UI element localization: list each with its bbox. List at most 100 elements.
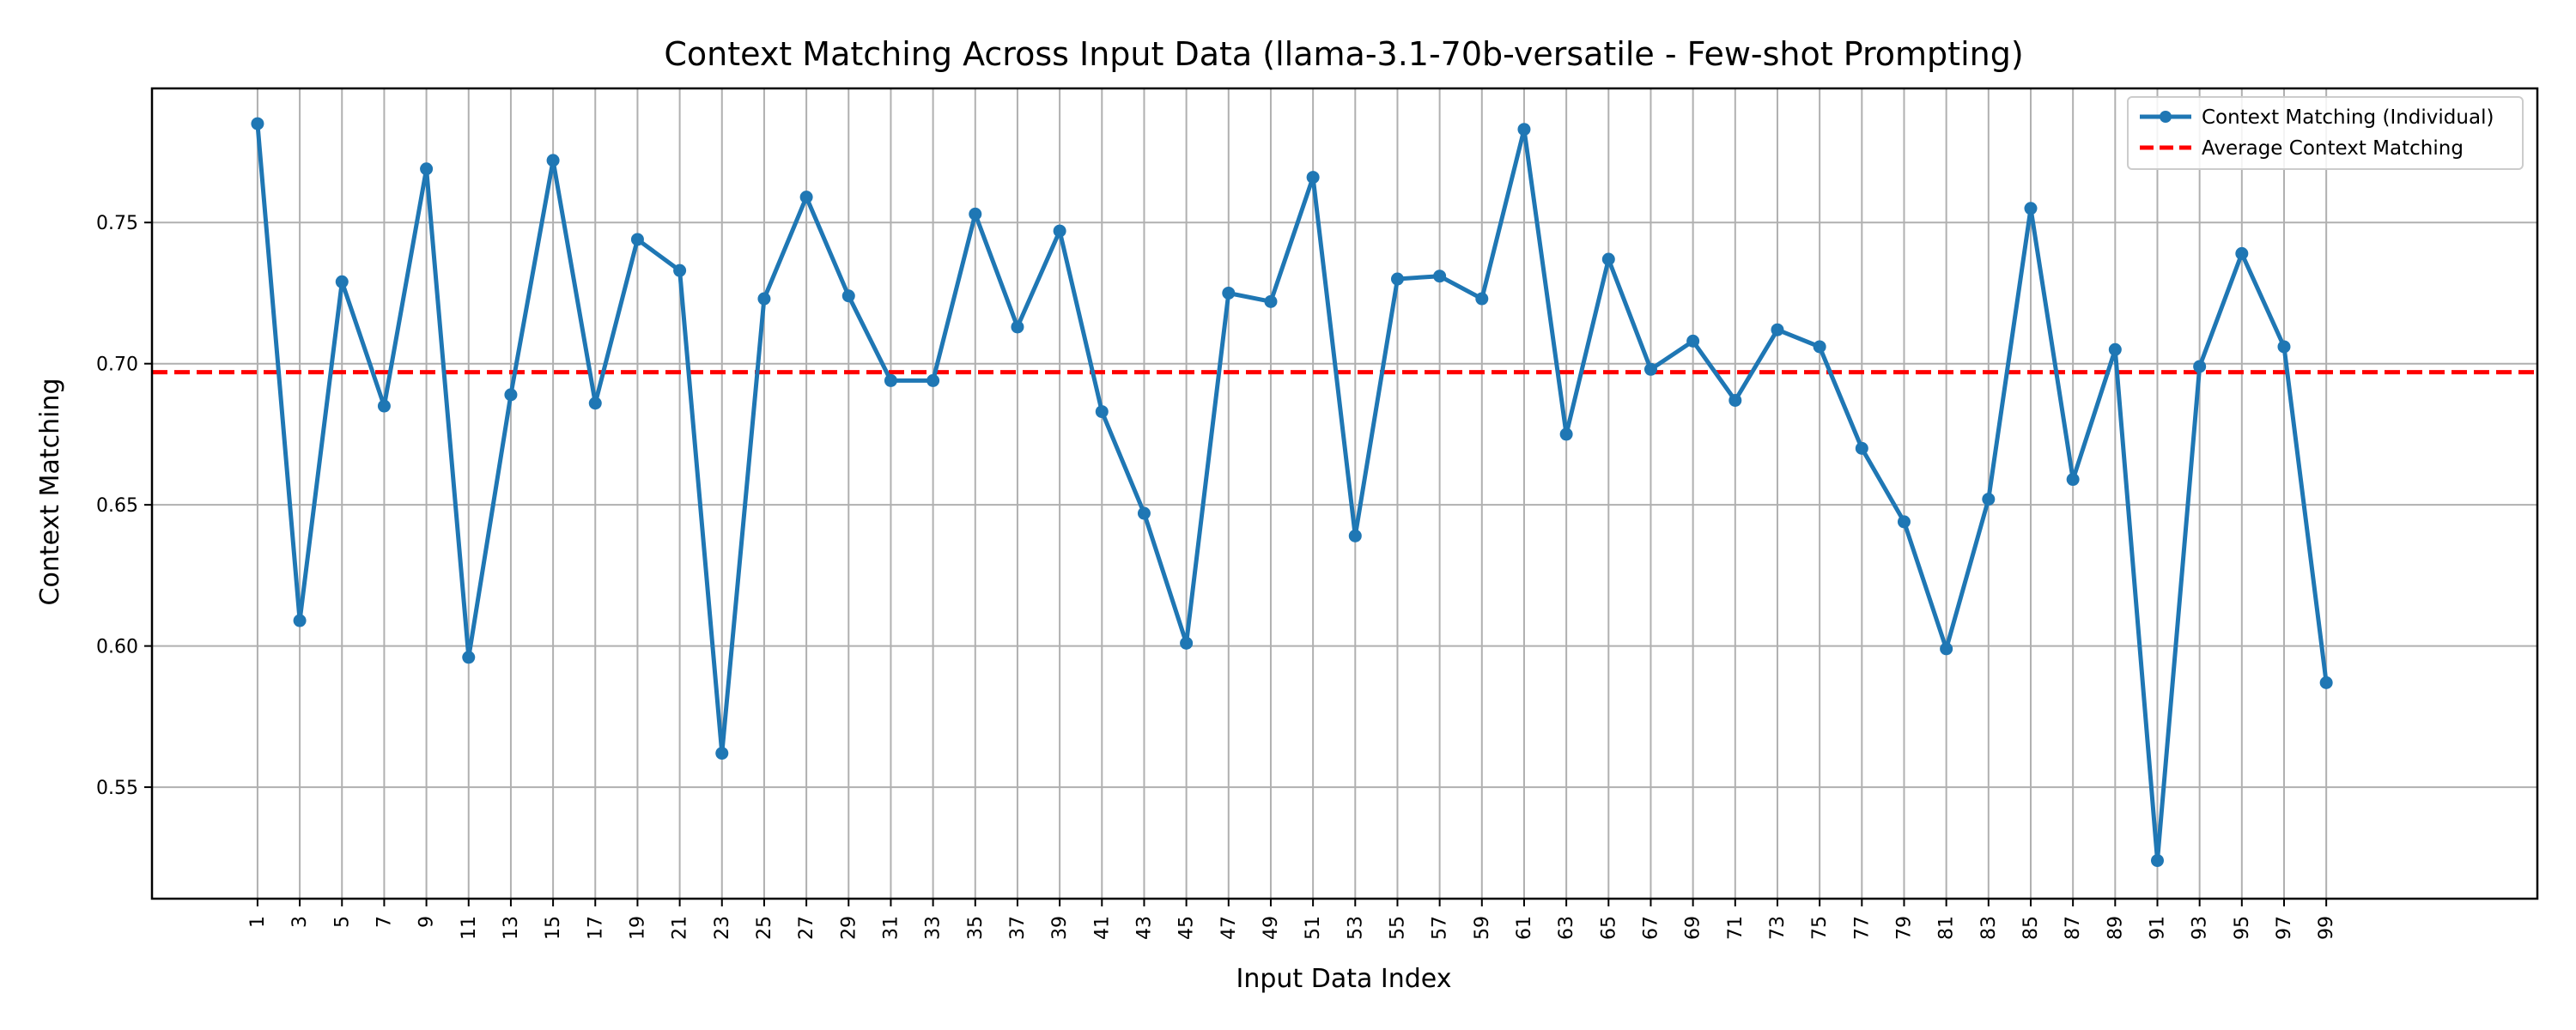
x-tick-label: 93 [2190, 916, 2211, 940]
x-tick-label: 43 [1133, 916, 1155, 940]
data-point [588, 397, 602, 410]
data-point [462, 651, 476, 664]
x-tick-label: 83 [1978, 916, 2000, 940]
x-tick-label: 9 [416, 916, 438, 928]
x-tick-label: 11 [459, 916, 480, 940]
data-point [1433, 270, 1447, 283]
x-tick-label: 53 [1345, 916, 1366, 940]
x-tick-label: 21 [670, 916, 691, 940]
x-tick-label: 37 [1007, 916, 1029, 940]
x-tick-label: 39 [1049, 916, 1071, 940]
x-tick-label: 29 [838, 916, 860, 940]
data-point [1306, 171, 1320, 185]
x-tick-label: 81 [1936, 916, 1958, 940]
plot-area-frame [150, 87, 2539, 900]
data-point [1264, 294, 1278, 308]
x-tick-label: 23 [712, 916, 733, 940]
x-tick-label: 51 [1303, 916, 1324, 940]
x-tick-label: 87 [2063, 916, 2084, 940]
x-tick-label: 17 [585, 916, 606, 940]
data-point [927, 373, 940, 387]
data-point [1728, 393, 1742, 407]
x-tick-label: 73 [1767, 916, 1789, 940]
data-point [2193, 360, 2207, 373]
x-tick-label: 75 [1809, 916, 1831, 940]
data-point [1095, 405, 1109, 419]
data-point [1137, 506, 1151, 520]
data-point [2235, 246, 2249, 260]
data-point [2277, 340, 2291, 354]
x-tick-label: 99 [2316, 916, 2337, 940]
y-axis-label: Context Matching [35, 379, 65, 606]
x-tick-label: 63 [1556, 916, 1577, 940]
data-point [1180, 636, 1194, 650]
legend-box [2127, 96, 2524, 170]
data-point [1771, 323, 1784, 336]
data-point [969, 207, 982, 221]
legend-label-individual: Context Matching (Individual) [2202, 106, 2494, 129]
x-tick-label: 1 [247, 916, 269, 928]
data-point [841, 289, 855, 303]
legend-label-average: Average Context Matching [2202, 137, 2464, 160]
data-point [1855, 441, 1868, 455]
data-point [1686, 334, 1700, 348]
x-tick-label: 41 [1091, 916, 1113, 940]
x-tick-label: 71 [1725, 916, 1747, 940]
x-tick-label: 69 [1683, 916, 1704, 940]
data-point [1222, 286, 1236, 300]
x-tick-label: 25 [754, 916, 775, 940]
x-tick-label: 85 [2020, 916, 2042, 940]
data-point [1813, 340, 1826, 354]
data-point [377, 399, 391, 413]
y-tick-label: 0.55 [96, 778, 138, 799]
data-point [335, 275, 349, 288]
data-point [884, 373, 897, 387]
data-point [1559, 427, 1573, 441]
data-point [1897, 515, 1911, 529]
x-tick-label: 55 [1387, 916, 1408, 940]
data-point [673, 264, 687, 277]
data-point [2108, 342, 2122, 356]
data-point [2150, 854, 2164, 868]
x-tick-label: 61 [1514, 916, 1535, 940]
x-tick-label: 47 [1218, 916, 1240, 940]
y-tick-label: 0.70 [96, 354, 138, 376]
data-point [251, 117, 264, 130]
series-line [255, 123, 2329, 863]
data-point [1011, 320, 1024, 334]
x-tick-label: 57 [1430, 916, 1451, 940]
x-tick-label: 59 [1472, 916, 1493, 940]
x-tick-label: 33 [923, 916, 945, 940]
grid-lines [152, 88, 2537, 899]
x-tick-label: 3 [289, 916, 311, 928]
data-point [504, 388, 518, 402]
data-point [1348, 529, 1362, 542]
x-tick-label: 65 [1598, 916, 1619, 940]
x-tick-label: 35 [965, 916, 987, 940]
x-tick-label: 49 [1261, 916, 1282, 940]
data-point [1601, 252, 1615, 266]
data-point [715, 747, 729, 760]
x-tick-label: 13 [501, 916, 522, 940]
data-point [1053, 224, 1066, 238]
x-tick-label: 7 [374, 916, 395, 928]
data-point [1475, 292, 1489, 306]
data-point [1982, 493, 1996, 506]
legend: Context Matching (Individual) Average Co… [2127, 96, 2524, 170]
x-tick-label: 97 [2274, 916, 2295, 940]
data-point [2319, 676, 2333, 689]
x-tick-label: 79 [1893, 916, 1915, 940]
y-axis-ticks: 0.55 0.60 0.65 0.70 0.75 [96, 213, 152, 799]
x-tick-label: 45 [1176, 916, 1198, 940]
series-layer [251, 117, 2333, 868]
x-tick-label: 19 [627, 916, 648, 940]
x-axis-ticks: 1 3 5 7 9 11 13 15 17 19 21 23 25 27 29 31 33 35 37 39 41 43 4… [247, 899, 2337, 940]
data-point [2024, 202, 2038, 215]
x-tick-label: 15 [543, 916, 564, 940]
chart-title: Context Matching Across Input Data (llam… [664, 35, 2023, 73]
data-point [293, 614, 307, 627]
data-point [630, 233, 644, 246]
x-tick-label: 27 [796, 916, 817, 940]
data-point [757, 292, 771, 306]
